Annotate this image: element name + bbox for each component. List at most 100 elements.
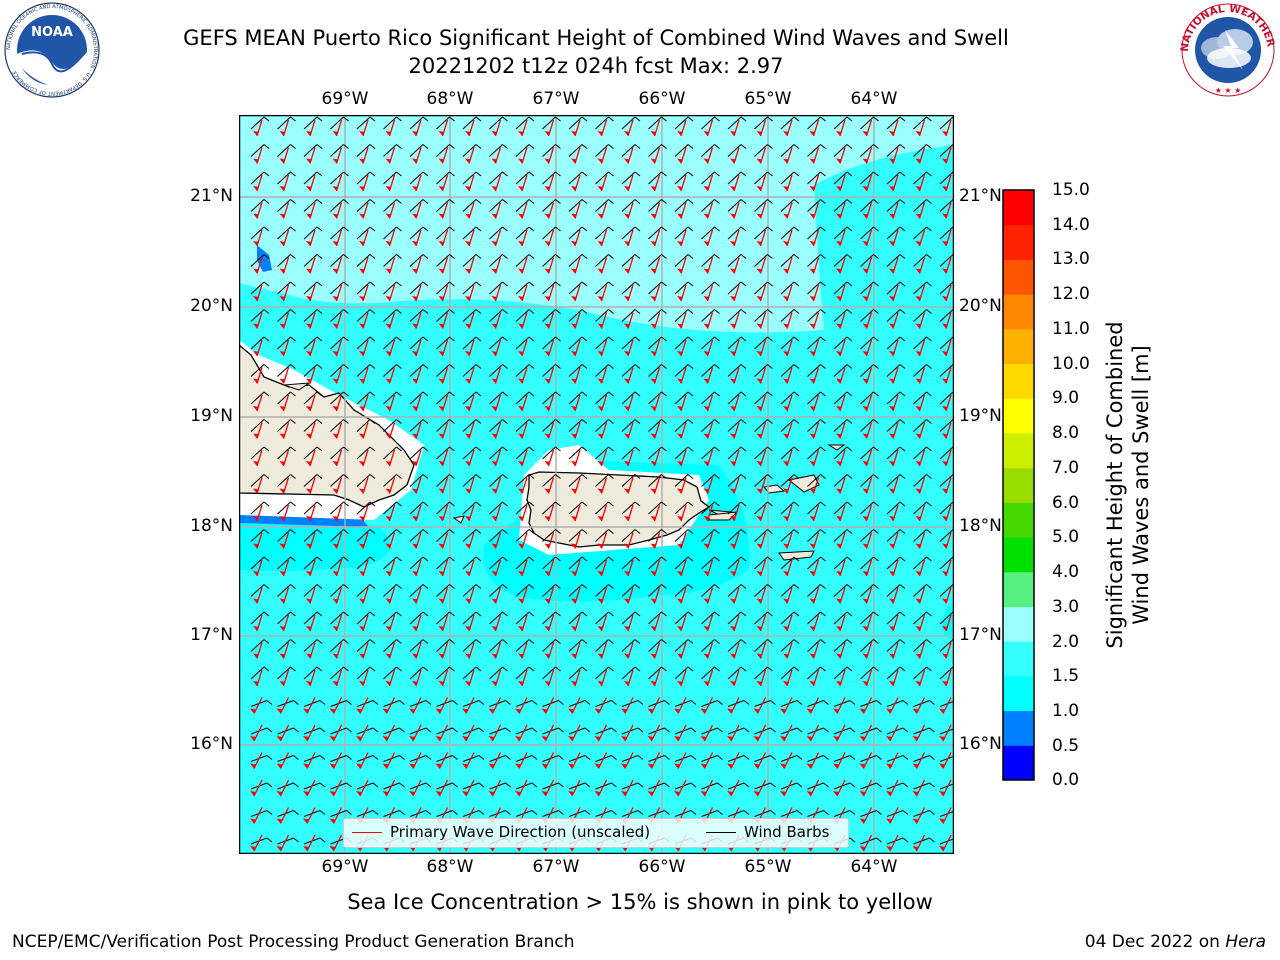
- wave-arrow: [650, 257, 661, 274]
- wind-barb: [515, 116, 535, 130]
- wave-arrow: [942, 394, 952, 412]
- colorbar-tick: 14.0: [1052, 215, 1090, 235]
- wave-arrow: [677, 394, 687, 412]
- wind-barb: [515, 309, 535, 322]
- wind-barb: [409, 171, 429, 185]
- wave-arrow: [730, 394, 740, 412]
- wave-arrow: [359, 504, 369, 522]
- wave-arrow: [597, 477, 608, 494]
- wave-arrow: [624, 312, 634, 329]
- wave-arrow: [809, 477, 820, 494]
- wave-arrow: [889, 587, 899, 604]
- wave-arrow: [647, 697, 661, 714]
- wave-arrow: [515, 752, 528, 769]
- wind-barb: [409, 226, 429, 240]
- wind-barb: [833, 446, 853, 460]
- wind-barb: [621, 556, 641, 570]
- wind-barb: [250, 254, 270, 267]
- wave-arrow: [730, 119, 740, 137]
- wave-arrow: [465, 477, 475, 494]
- wind-barb: [754, 281, 773, 295]
- wind-barb: [701, 116, 720, 130]
- lon-label-top: 65°W: [744, 89, 792, 109]
- wind-barb: [595, 336, 614, 350]
- noaa-logo: NOAA NATIONAL OCEANIC AND ATMOSPHERIC AD…: [4, 2, 100, 98]
- wave-arrow: [465, 642, 475, 659]
- wave-arrow: [491, 284, 502, 302]
- wind-barb: [913, 556, 932, 570]
- wind-barb: [807, 254, 826, 267]
- wind-barb: [515, 281, 535, 295]
- wind-barb: [542, 116, 561, 130]
- wind-barb: [807, 501, 826, 515]
- colorbar: [1002, 189, 1035, 781]
- wind-barb: [515, 391, 535, 405]
- wind-barb: [701, 336, 720, 350]
- wave-arrow: [942, 202, 952, 219]
- wave-arrow: [780, 724, 793, 742]
- wind-barb: [356, 116, 376, 130]
- wave-arrow: [836, 394, 846, 412]
- wave-arrow: [306, 394, 316, 412]
- wind-barb: [674, 419, 694, 432]
- wind-barb: [780, 391, 800, 405]
- wind-barb: [409, 639, 429, 652]
- wave-arrow: [833, 752, 846, 769]
- wave-arrow: [438, 587, 449, 604]
- wave-arrow: [809, 614, 820, 632]
- wind-barb: [489, 171, 508, 185]
- wind-barb: [383, 529, 402, 542]
- wind-barb: [621, 199, 641, 212]
- wave-arrow: [915, 532, 926, 549]
- wave-arrow: [836, 642, 846, 659]
- wave-arrow: [836, 312, 846, 329]
- wind-barb: [383, 144, 402, 157]
- wind-barb: [595, 309, 614, 322]
- wave-arrow: [889, 394, 899, 412]
- wind-barb: [886, 446, 906, 460]
- wind-barb: [515, 639, 535, 652]
- wave-arrow: [783, 229, 793, 247]
- wave-arrow: [727, 724, 740, 742]
- wind-barb: [648, 529, 667, 542]
- wave-arrow: [544, 284, 555, 302]
- wind-barb: [833, 226, 853, 240]
- wind-barb: [277, 446, 296, 460]
- wave-arrow: [730, 587, 740, 604]
- wave-arrow: [912, 724, 926, 742]
- wind-barb: [807, 309, 826, 322]
- wind-barb: [303, 391, 323, 405]
- wave-arrow: [253, 587, 263, 604]
- wind-barb: [330, 556, 349, 570]
- wave-arrow: [756, 477, 767, 494]
- wind-barb: [436, 556, 455, 570]
- wave-arrow: [253, 367, 263, 384]
- wind-barb: [648, 226, 667, 240]
- wave-arrow: [359, 477, 369, 494]
- wave-arrow: [279, 257, 290, 274]
- wind-barb: [754, 199, 773, 212]
- wave-arrow: [650, 477, 661, 494]
- wave-arrow: [624, 669, 634, 687]
- wind-barb: [701, 309, 720, 322]
- wave-arrow: [783, 147, 793, 164]
- wave-arrow: [491, 174, 502, 192]
- wave-arrow: [250, 834, 263, 852]
- wind-barb: [727, 666, 747, 680]
- lat-label-left: 19°N: [190, 406, 233, 426]
- wind-barb: [701, 611, 720, 625]
- wind-barb: [462, 254, 482, 267]
- wave-arrow: [756, 284, 767, 302]
- wind-barb: [542, 446, 561, 460]
- wave-arrow: [409, 697, 422, 714]
- wind-barb: [674, 391, 694, 405]
- wind-barb: [886, 309, 906, 322]
- wave-arrow: [886, 834, 899, 852]
- wave-arrow: [306, 477, 316, 494]
- wave-arrow: [488, 752, 502, 769]
- wind-barb: [303, 529, 323, 542]
- wind-barb: [833, 254, 853, 267]
- wind-barb: [462, 666, 482, 680]
- wind-barb: [436, 116, 455, 130]
- wind-barb: [754, 364, 773, 377]
